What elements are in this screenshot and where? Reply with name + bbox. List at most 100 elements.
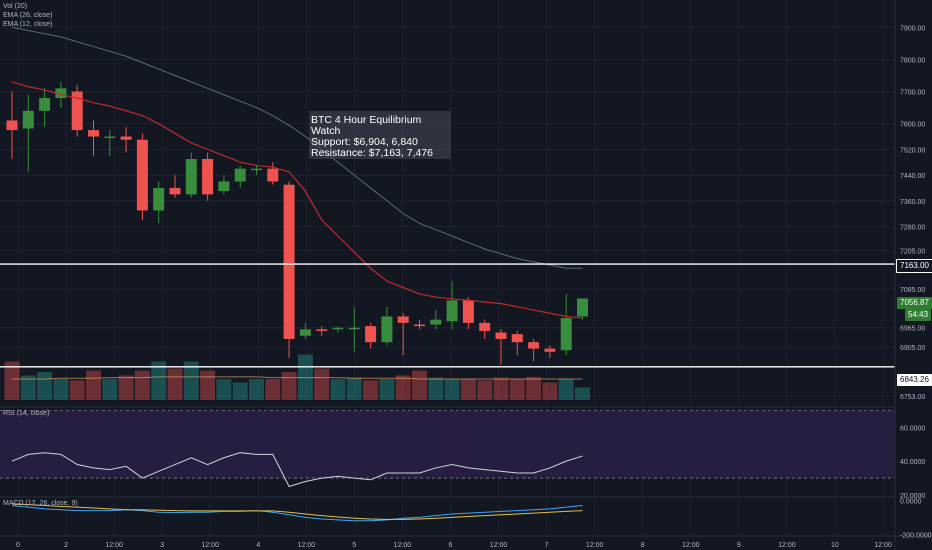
rsi-pane [0, 406, 895, 488]
candle [365, 322, 377, 349]
legend-vol: Vol (20) [3, 3, 28, 10]
volume-bar [558, 379, 574, 400]
candle [528, 338, 540, 362]
candle [136, 133, 148, 221]
volume-bar [330, 379, 346, 400]
candle-body [6, 120, 18, 131]
time-tick-label: 12:00 [394, 542, 412, 549]
candle [185, 152, 197, 198]
candle-body [397, 316, 409, 323]
time-tick-label: 12:00 [490, 542, 508, 549]
candle [299, 322, 311, 339]
candle-body [332, 327, 344, 330]
candle-body [316, 329, 328, 331]
candle-body [283, 184, 295, 339]
annotation-support: Support: $6,904, 6,840 [311, 136, 418, 148]
time-tick-label: 12:00 [586, 542, 604, 549]
candle-body [348, 327, 360, 330]
volume-bar [232, 382, 248, 400]
time-tick-label: 12:00 [201, 542, 219, 549]
volume-ma-line [12, 376, 583, 380]
candle [267, 162, 279, 185]
candle-body [267, 168, 279, 182]
candle-body [39, 97, 51, 111]
macd-tick-label: -200.0000 [900, 532, 932, 539]
annotation-title: BTC 4 Hour Equilibrium Watch [311, 114, 422, 137]
time-tick-label: 2 [64, 542, 68, 549]
candle-body [88, 130, 99, 137]
candle [316, 326, 328, 336]
volume-bar [444, 379, 460, 400]
candle [283, 181, 295, 359]
price-tick-label: 7360.00 [900, 199, 925, 206]
candle [120, 126, 132, 153]
last-price-tag: 7056.87 [897, 297, 932, 309]
price-tick-label: 7800.00 [900, 57, 925, 64]
candle-body [251, 168, 262, 171]
time-tick-label: 10 [831, 542, 839, 549]
price-tick-label: 6905.00 [900, 345, 925, 352]
volume-bar [526, 376, 542, 400]
candle [544, 345, 556, 359]
volume-bar [265, 379, 281, 400]
time-tick-label: 0 [16, 542, 20, 549]
horizontal-lines[interactable] [0, 263, 895, 368]
time-tick-label: 5 [352, 542, 356, 549]
price-tick-label: 7900.00 [900, 25, 925, 32]
candle-body [136, 139, 148, 211]
annotation-box[interactable]: BTC 4 Hour Equilibrium Watch Support: $6… [309, 111, 451, 159]
price-tick-label: 7280.00 [900, 224, 925, 231]
candle [479, 319, 491, 339]
candle-body [577, 298, 588, 317]
price-tick-label: 7205.00 [900, 249, 925, 256]
candle-body [234, 168, 246, 182]
candle-body [495, 332, 507, 339]
volume-bar [183, 361, 199, 400]
candle-body [560, 318, 572, 351]
candle [462, 297, 474, 330]
candle-body [414, 324, 425, 327]
signal-line [11, 503, 583, 520]
volume-bar [575, 387, 590, 400]
time-tick-label: 12:00 [778, 542, 796, 549]
candle [202, 152, 214, 201]
candle [397, 313, 409, 356]
candle-body [120, 136, 132, 140]
legend-ema12: EMA (12, close) [3, 21, 53, 28]
macd-pane [0, 496, 895, 522]
volume-bar [363, 380, 379, 400]
candle [234, 165, 246, 188]
volume-bar [412, 370, 427, 400]
rsi-line [11, 452, 583, 488]
candle-body [299, 329, 311, 336]
rsi-tick-label: 40.0000 [900, 459, 925, 466]
legend-macd: MACD (12, 26, close, 9) [3, 500, 78, 507]
volume-bar [216, 379, 232, 400]
volume-bar [134, 370, 150, 400]
candle [430, 310, 442, 330]
candle-body [462, 300, 474, 323]
ema26-line [11, 26, 583, 269]
candle-body [202, 159, 214, 195]
volume-bar [477, 380, 493, 400]
time-tick-label: 12:00 [682, 542, 700, 549]
price-tick-label: 7440.00 [900, 173, 925, 180]
volume-bar [460, 379, 476, 400]
candle-body [71, 91, 83, 131]
rsi-band [0, 410, 895, 479]
rsi-tick-label: 20.0000 [900, 493, 925, 500]
candle-body [381, 316, 393, 343]
candle [39, 88, 51, 127]
candle [446, 281, 458, 330]
candle [6, 91, 18, 160]
candle [381, 306, 393, 346]
ema12-line [11, 81, 583, 319]
time-tick-label: 7 [545, 542, 549, 549]
ema-lines [11, 26, 583, 319]
price-tick-label: 7700.00 [900, 90, 925, 97]
candle [169, 175, 181, 198]
volume-bar [395, 375, 411, 400]
time-tick-label: 12:00 [298, 542, 316, 549]
candle-body [218, 181, 230, 192]
